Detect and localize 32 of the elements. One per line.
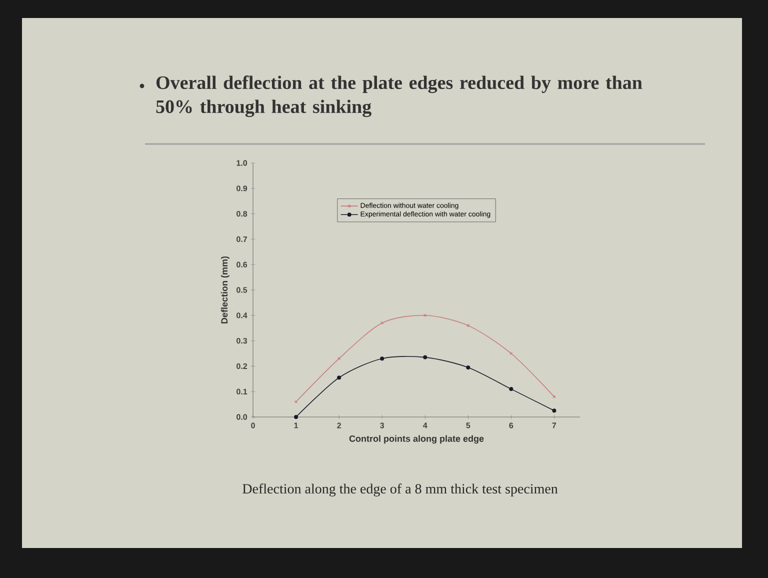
chart-title: Overall deflection at the plate edges reduced by more than 50% through heat sinking	[156, 76, 642, 118]
y-tick-label: 0.8	[236, 210, 248, 217]
point	[338, 357, 341, 360]
y-tick-label: 0.0	[236, 414, 248, 420]
point	[424, 314, 427, 317]
x-tick-label: 2	[337, 422, 341, 428]
y-tick-label: 0.3	[236, 338, 248, 344]
y-tick-label: 0.6	[236, 262, 248, 268]
y-tick-label: 0.5	[236, 287, 248, 293]
y-tick-label: 0.4	[236, 312, 248, 318]
y-axis-title: Deflection (mm)	[220, 256, 230, 324]
y-tick-label: 0.2	[236, 363, 248, 370]
y-tick-label: 0.9	[236, 186, 248, 192]
point	[509, 387, 514, 392]
text: Deflection along the edge of a 8 mm thick test specimen	[242, 484, 558, 496]
point	[294, 414, 298, 419]
x-tick-label: 6	[509, 422, 514, 428]
y-tick-label: 0.1	[236, 388, 248, 394]
x-tick-label: 3	[380, 422, 384, 428]
point	[466, 365, 470, 370]
point	[552, 408, 556, 413]
x-tick-label: 0	[251, 422, 255, 428]
y-tick-label: 0.7	[236, 236, 247, 242]
point	[337, 376, 342, 380]
point	[423, 355, 428, 360]
x-tick-label: 5	[466, 422, 470, 428]
x-tick-label: 4	[423, 422, 428, 428]
x-tick-label: 7	[552, 422, 556, 428]
x-axis-title: Control points along plate edge	[349, 435, 484, 444]
x-tick-label: 1	[294, 422, 298, 428]
point	[380, 356, 384, 361]
y-tick-label: 1.0	[236, 160, 248, 166]
